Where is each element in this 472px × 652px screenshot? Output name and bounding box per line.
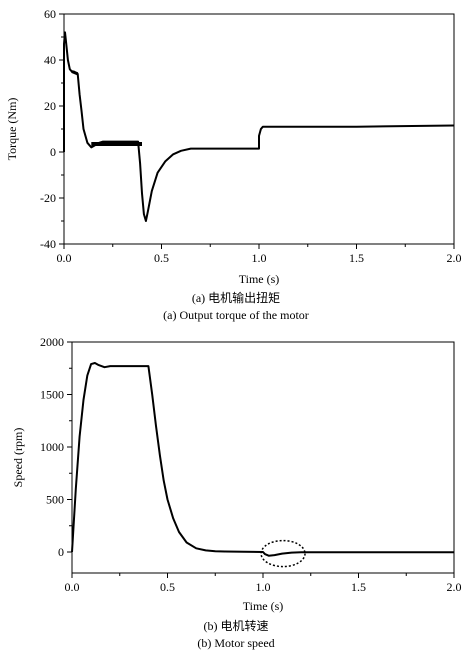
speed-series-line — [71, 362, 454, 557]
speed-x-tick-label: 2.0 — [447, 580, 462, 594]
torque-y-tick-label: 40 — [44, 53, 56, 67]
torque-y-tick-label: -20 — [40, 191, 56, 205]
caption-a-en: (a) Output torque of the motor — [163, 308, 309, 322]
speed-y-tick-label: 1500 — [40, 388, 64, 402]
torque-x-axis-label: Time (s) — [239, 272, 280, 286]
speed-plot-frame — [71, 341, 455, 574]
torque-x-tick-label: 0.0 — [57, 251, 72, 265]
torque-x-tick-label: 2.0 — [447, 251, 462, 265]
speed-x-tick-label: 1.0 — [256, 580, 271, 594]
speed-y-tick-label: 1000 — [40, 440, 64, 454]
torque-x-tick-label: 0.5 — [154, 251, 169, 265]
caption-a-cn: (a) 电机输出扭矩 — [191, 291, 281, 305]
speed-y-tick-label: 0 — [58, 545, 64, 559]
torque-ripple-band — [71, 70, 79, 76]
speed-dip-highlight-ellipse — [260, 539, 306, 568]
caption-b-cn: (b) 电机转速 — [203, 619, 269, 633]
speed-x-tick-label: 1.5 — [351, 580, 366, 594]
torque-plot-frame — [63, 13, 455, 245]
torque-y-tick-label: -40 — [40, 237, 56, 251]
speed-x-tick-label: 0.0 — [65, 580, 80, 594]
speed-y-axis-label: Speed (rpm) — [11, 428, 25, 488]
torque-y-axis-label: Torque (Nm) — [5, 98, 19, 161]
torque-series-line — [63, 31, 455, 222]
torque-x-tick-label: 1.0 — [252, 251, 267, 265]
torque-y-tick-label: 0 — [50, 145, 56, 159]
torque-y-tick-label: 60 — [44, 7, 56, 21]
caption-b-en: (b) Motor speed — [197, 636, 275, 650]
speed-y-tick-label: 500 — [46, 493, 64, 507]
speed-x-axis-label: Time (s) — [243, 599, 284, 613]
torque-x-tick-label: 1.5 — [349, 251, 364, 265]
torque-y-tick-label: 20 — [44, 99, 56, 113]
speed-y-tick-label: 2000 — [40, 335, 64, 349]
speed-x-tick-label: 0.5 — [160, 580, 175, 594]
